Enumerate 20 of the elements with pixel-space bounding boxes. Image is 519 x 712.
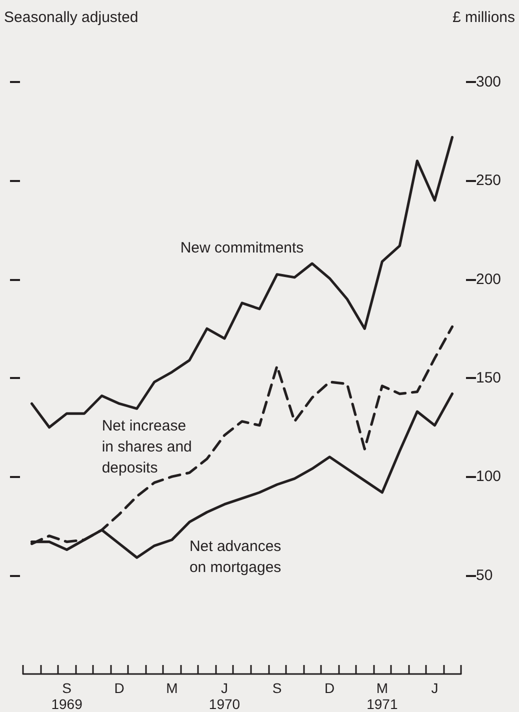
x-tick-label: M 1971 (366, 680, 398, 712)
x-tick-label: D (324, 680, 335, 696)
x-tick-label: J 1970 (208, 680, 240, 712)
y-axis-title: £ millions (452, 9, 516, 26)
y-tick-label: 250 (476, 172, 502, 190)
y-tick-label: 150 (476, 370, 502, 386)
series-label: New commitments (180, 239, 304, 256)
text: Seasonally adjusted (4, 9, 138, 26)
y-tick-label: 200 (476, 270, 502, 288)
x-tick-label: S (272, 680, 282, 696)
x-tick-label: J (431, 680, 438, 696)
y-tick-label: 100 (476, 468, 502, 486)
x-tick-label: S 1969 (51, 680, 83, 712)
line-series (30, 136, 454, 429)
x-tick-label: M (166, 680, 178, 696)
y-tick-label: 300 (476, 74, 502, 90)
y-tick-label: 50 (476, 566, 493, 584)
x-tick-label: D (114, 680, 124, 696)
series-label: Net increase in shares and deposits (102, 417, 196, 476)
series-label: Net advances on mortgages (189, 538, 286, 576)
